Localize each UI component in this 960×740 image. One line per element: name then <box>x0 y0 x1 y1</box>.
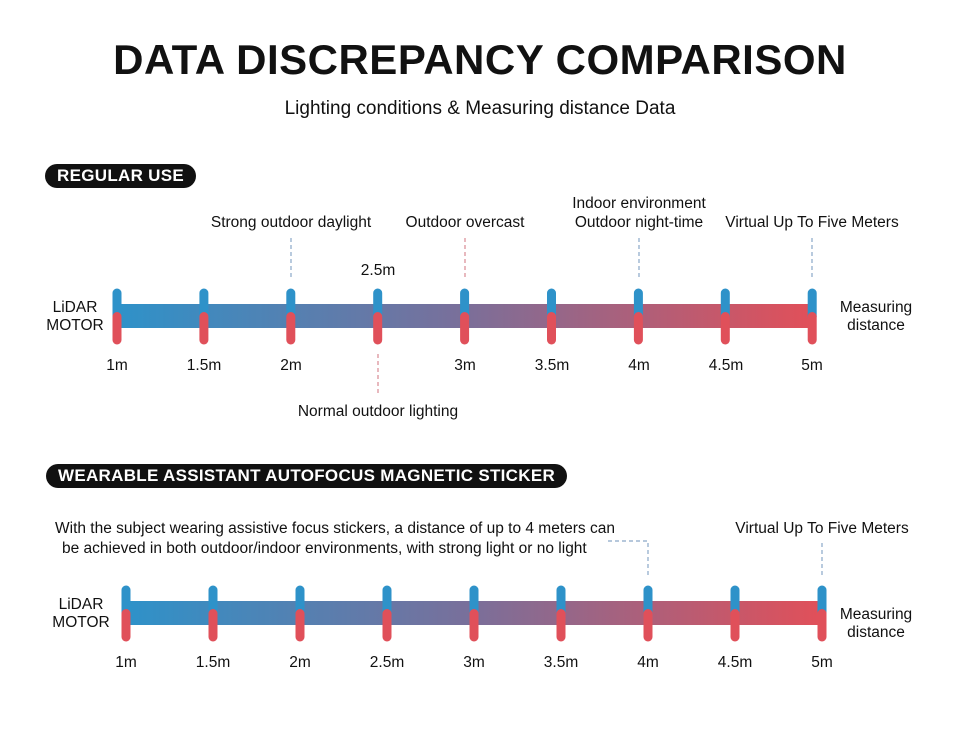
regular-right-line2: distance <box>847 317 905 334</box>
regular-left-line2: MOTOR <box>46 317 104 334</box>
label-normal-outdoor-lighting: Normal outdoor lighting <box>297 403 459 420</box>
regular-tick-label: 4.5m <box>708 357 744 374</box>
wearable-tick-label: 4m <box>637 654 659 671</box>
wearable-tick-label: 1.5m <box>195 654 231 671</box>
regular-left-line1: LiDAR <box>52 299 98 316</box>
label-virtual-five-meters: Virtual Up To Five Meters <box>725 214 899 231</box>
wearable-tick-label: 1m <box>115 654 137 671</box>
wearable-tick-label: 4.5m <box>717 654 753 671</box>
label-2-5m-above: 2.5m <box>360 262 396 279</box>
regular-tick-label: 2m <box>280 357 302 374</box>
wearable-tick-label: 2m <box>289 654 311 671</box>
wearable-note-line1: With the subject wearing assistive focus… <box>55 520 615 537</box>
regular-tick-label: 1m <box>106 357 128 374</box>
wearable-tick-label: 5m <box>811 654 833 671</box>
label-outdoor-night: Outdoor night-time <box>574 214 704 231</box>
regular-tick-label: 5m <box>801 357 823 374</box>
label-indoor-environment: Indoor environment <box>572 195 706 212</box>
regular-leaders <box>290 238 813 396</box>
wearable-leaders <box>608 540 823 578</box>
wearable-tick-marks <box>121 585 827 642</box>
page-title: DATA DISCREPANCY COMPARISON <box>113 36 847 83</box>
wearable-right-label: Measuring distance <box>830 606 922 642</box>
regular-tick-label: 1.5m <box>186 357 222 374</box>
regular-tick-label: 3m <box>454 357 476 374</box>
label-virtual-five-meters-wearable: Virtual Up To Five Meters <box>735 520 909 537</box>
wearable-left-line2: MOTOR <box>52 614 110 631</box>
regular-right-line1: Measuring <box>839 299 913 316</box>
wearable-right-line1: Measuring <box>839 606 913 623</box>
wearable-tick-label: 3m <box>463 654 485 671</box>
page-subtitle: Lighting conditions & Measuring distance… <box>284 98 676 119</box>
section-pill-regular-use: REGULAR USE <box>45 164 197 188</box>
leader-note-4m <box>608 540 649 578</box>
wearable-note-line2: be achieved in both outdoor/indoor envir… <box>62 540 587 557</box>
regular-right-label: Measuring distance <box>830 299 922 335</box>
label-strong-daylight: Strong outdoor daylight <box>210 214 372 231</box>
wearable-left-label: LiDAR MOTOR <box>48 596 114 632</box>
section-pill-wearable: WEARABLE ASSISTANT AUTOFOCUS MAGNETIC ST… <box>46 464 568 488</box>
wearable-right-line2: distance <box>847 624 905 641</box>
wearable-left-line1: LiDAR <box>58 596 104 613</box>
regular-left-label: LiDAR MOTOR <box>42 299 108 335</box>
label-outdoor-overcast: Outdoor overcast <box>405 214 525 231</box>
regular-tick-label: 3.5m <box>534 357 570 374</box>
regular-tick-marks <box>112 288 817 345</box>
regular-tick-label: 4m <box>628 357 650 374</box>
wearable-tick-label: 3.5m <box>543 654 579 671</box>
wearable-tick-label: 2.5m <box>369 654 405 671</box>
